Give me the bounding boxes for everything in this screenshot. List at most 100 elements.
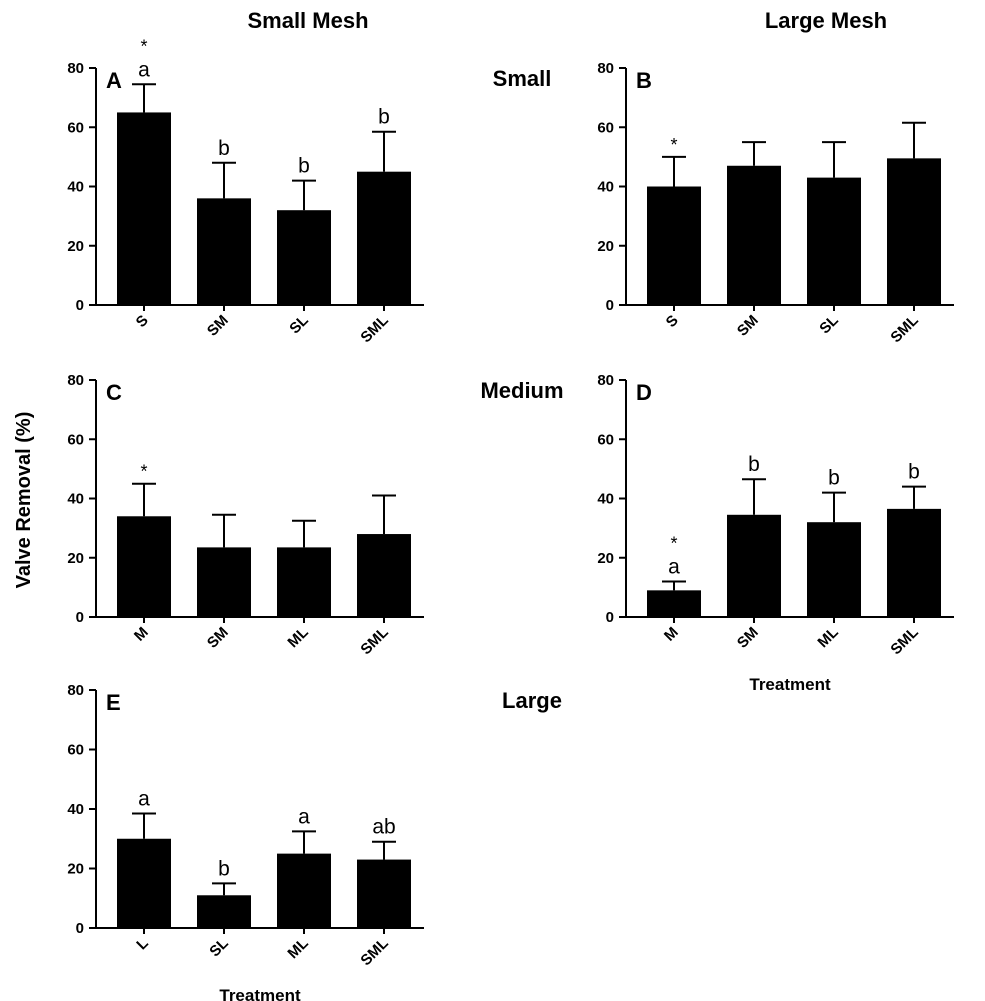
y-tick-label: 80 (597, 60, 614, 77)
y-tick-label: 20 (597, 238, 614, 255)
bar (357, 534, 411, 617)
x-tick-label: ML (814, 624, 841, 651)
x-tick-label: ML (284, 624, 311, 651)
y-tick-label: 0 (76, 920, 84, 937)
bar (807, 177, 861, 305)
x-tick-label: SM (204, 312, 232, 340)
y-tick-label: 60 (597, 119, 614, 136)
significance-letter: b (378, 106, 390, 129)
x-tick-label: S (133, 312, 152, 331)
x-tick-label: SM (734, 624, 762, 652)
column-title-small-mesh: Small Mesh (247, 8, 368, 33)
bar (117, 838, 171, 928)
y-tick-label: 60 (67, 742, 84, 759)
bar (117, 112, 171, 305)
x-tick-label: SML (357, 624, 391, 658)
y-tick-label: 20 (67, 550, 84, 567)
row-title-large: Large (502, 688, 562, 713)
bar (117, 516, 171, 617)
bar (357, 171, 411, 305)
panel-c: 0 20 40 60 80 C M * SM ML SML (67, 372, 424, 658)
y-tick-label: 0 (606, 609, 614, 626)
significance-letter: a (298, 805, 310, 828)
y-tick-label: 0 (76, 609, 84, 626)
y-tick-label: 80 (67, 682, 84, 699)
significance-letter: a (668, 555, 680, 578)
bar (277, 547, 331, 617)
bar (887, 158, 941, 305)
bar (277, 210, 331, 305)
panel-letter: C (106, 380, 122, 405)
y-tick-label: 20 (67, 861, 84, 878)
x-tick-label: SL (286, 312, 312, 338)
x-tick-label: SML (357, 935, 391, 969)
y-tick-label: 60 (67, 119, 84, 136)
panel-b: 0 20 40 60 80 B S * SM SL SML (597, 60, 954, 346)
x-tick-label: S (663, 312, 682, 331)
significance-star: * (140, 462, 147, 482)
y-tick-label: 80 (597, 372, 614, 389)
panel-d: 0 20 40 60 80 D Ma* SM b ML b SML b Treatment (597, 372, 954, 694)
bar (277, 853, 331, 928)
significance-letter: b (908, 461, 920, 484)
x-tick-label: SML (887, 624, 921, 658)
x-tick-label: SL (816, 312, 842, 338)
y-tick-label: 80 (67, 372, 84, 389)
panel-letter: E (106, 690, 121, 715)
panel-e: 0 20 40 60 80 E La SL b ML a SML ab Treatment (67, 682, 424, 1001)
y-tick-label: 40 (597, 491, 614, 508)
significance-star: * (670, 533, 677, 553)
bar (647, 186, 701, 305)
x-tick-label: SM (734, 312, 762, 340)
significance-letter: b (828, 467, 840, 490)
column-title-large-mesh: Large Mesh (765, 8, 887, 33)
bar (197, 198, 251, 305)
significance-letter: b (298, 155, 310, 178)
x-tick-label: L (133, 935, 152, 954)
y-tick-label: 40 (597, 179, 614, 196)
x-tick-label: M (661, 624, 682, 645)
y-tick-label: 40 (67, 179, 84, 196)
row-title-medium: Medium (480, 378, 563, 403)
x-tick-label: ML (284, 935, 311, 962)
bar (727, 514, 781, 617)
row-title-small: Small (493, 66, 552, 91)
y-tick-label: 0 (606, 297, 614, 314)
y-tick-label: 60 (67, 431, 84, 448)
bar (197, 547, 251, 617)
y-tick-label: 40 (67, 801, 84, 818)
significance-star: * (670, 135, 677, 155)
y-tick-label: 80 (67, 60, 84, 77)
bar (807, 522, 861, 617)
bar (727, 165, 781, 305)
y-tick-label: 20 (67, 238, 84, 255)
significance-letter: b (218, 857, 230, 880)
significance-letter: a (138, 787, 150, 810)
panel-letter: A (106, 68, 122, 93)
significance-letter: ab (372, 816, 395, 839)
significance-star: * (140, 36, 147, 56)
y-tick-label: 20 (597, 550, 614, 567)
bar (887, 508, 941, 617)
bar (357, 859, 411, 928)
bar (197, 895, 251, 928)
x-tick-label: SML (887, 312, 921, 346)
x-axis-title: Treatment (749, 675, 831, 694)
y-tick-label: 0 (76, 297, 84, 314)
bar (647, 590, 701, 617)
y-axis-title: Valve Removal (%) (13, 412, 35, 589)
significance-letter: b (748, 453, 760, 476)
significance-letter: b (218, 137, 230, 160)
panel-letter: B (636, 68, 652, 93)
x-tick-label: M (131, 624, 152, 645)
panel-letter: D (636, 380, 652, 405)
panel-a: 0 20 40 60 80 A Sa* SM b SL b SML b (67, 36, 424, 346)
x-tick-label: SML (357, 312, 391, 346)
x-tick-label: SL (206, 935, 232, 961)
x-axis-title: Treatment (219, 986, 301, 1001)
significance-letter: a (138, 58, 150, 81)
x-tick-label: SM (204, 624, 232, 652)
y-tick-label: 40 (67, 491, 84, 508)
